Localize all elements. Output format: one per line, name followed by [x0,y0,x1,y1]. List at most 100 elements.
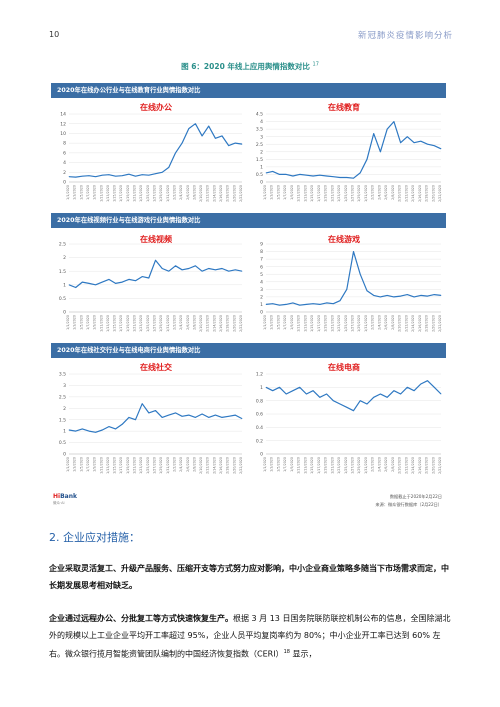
data-point [339,177,341,178]
chart-panel: 0 2 4 6 8 10 12 14 1/1/2020 1/3/2020 1/5/2020 1/7/2… [53,100,246,210]
x-tick-label: 1/3/2020 [73,315,77,330]
x-tick-label: 1/17/2020 [317,457,321,474]
data-point [148,277,150,279]
x-tick-label: 1/27/2020 [351,185,355,202]
data-point [312,303,314,305]
data-point [393,390,395,392]
x-tick-label: 2/14/2020 [212,315,216,332]
data-point [306,393,307,395]
x-tick-label: 2/2/2020 [371,315,375,330]
x-tick-label: 1/7/2020 [283,185,287,200]
section-heading: 2. 企业应对措施： [49,531,140,544]
x-tick-label: 1/25/2020 [344,185,348,202]
data-point [265,386,267,388]
x-tick-label: 1/13/2020 [106,315,110,332]
x-tick-label: 1/29/2020 [159,315,163,332]
y-tick-label: 3 [63,383,66,389]
data-point [339,300,341,302]
data-point [88,430,90,432]
chart-label-ecommerce: 在线电商 [328,363,360,372]
x-tick-label: 2/8/2020 [391,185,395,200]
x-tick-label: 2/12/2020 [206,457,210,474]
x-tick-label: 2/22/2020 [438,457,442,474]
x-tick-label: 1/3/2020 [73,457,77,472]
x-tick-label: 2/12/2020 [404,457,408,474]
y-tick-label: 1 [63,429,66,435]
x-tick-label: 1/7/2020 [283,457,287,472]
paragraph-2-lead: 企业通过远程办公、分批复工等方式快速恢复生产。 [49,614,233,623]
x-tick-label: 2/2/2020 [172,185,176,200]
data-point [279,174,280,175]
logo-part-b: Bank [60,493,77,500]
x-tick-label: 1/21/2020 [330,315,334,332]
x-tick-label: 2/18/2020 [425,185,429,202]
x-tick-label: 2/20/2020 [431,457,435,474]
data-point [386,295,388,296]
x-tick-label: 1/3/2020 [73,185,77,200]
x-tick-label: 1/23/2020 [337,315,341,332]
data-point [221,135,223,137]
x-tick-label: 1/9/2020 [93,185,97,200]
data-point [326,393,327,395]
x-tick-label: 1/9/2020 [93,315,97,330]
chart-panel: 0 0.5 1 1.5 2 2.5 1/1/2020 1/3/2020 1/5/2020 1/7/… [53,230,246,340]
data-point [181,142,183,144]
data-point [148,412,150,414]
data-point [272,171,274,172]
x-tick-label: 2/8/2020 [391,315,395,330]
x-tick-label: 1/13/2020 [106,457,110,474]
data-point [135,280,136,282]
x-tick-label: 2/20/2020 [232,315,236,332]
page-number: 10 [49,30,60,39]
logo-subtitle: 微众·AI [53,501,65,505]
x-tick-label: 2/10/2020 [199,185,203,202]
data-point [75,287,77,288]
logo-part-a: Hi [53,493,61,500]
y-tick-label: 3.5 [256,127,263,133]
data-point [135,175,136,177]
x-tick-label: 2/10/2020 [199,457,203,474]
data-point [128,173,130,175]
data-point [228,270,230,272]
data-point [265,172,267,174]
data-point [228,415,230,417]
line-chart: 0 0.5 1 1.5 2 2.5 3 3.5 1/1/2020 1/3/2020 1/5/2020… [59,372,243,474]
line-chart: 0 0.2 0.4 0.6 0.8 1 1.2 1/1/2020 1/3/2020 1/5/202… [256,372,442,474]
y-tick-label: 1 [260,385,263,391]
data-point [155,173,156,175]
data-point [188,128,190,129]
data-point [312,175,314,177]
x-tick-label: 1/13/2020 [303,457,307,474]
data-point [175,152,176,154]
x-tick-label: 1/27/2020 [153,185,157,202]
series-line [68,259,243,289]
x-tick-label: 2/6/2020 [384,185,388,200]
x-tick-label: 1/19/2020 [126,185,130,202]
x-tick-label: 1/15/2020 [310,185,314,202]
data-point [195,417,196,418]
data-point [353,251,354,252]
y-tick-label: 2.5 [59,242,66,248]
y-tick-label: 3 [260,287,263,293]
data-point [81,281,83,283]
data-point [95,284,96,286]
x-tick-label: 1/5/2020 [276,457,280,472]
data-point [346,406,348,408]
x-tick-label: 1/29/2020 [357,457,361,474]
x-tick-label: 1/3/2020 [270,185,274,200]
data-point [168,414,170,416]
x-tick-label: 2/22/2020 [239,457,243,474]
x-tick-label: 2/4/2020 [179,315,183,330]
y-tick-label: 0 [260,180,263,186]
x-tick-label: 1/31/2020 [166,315,170,332]
y-tick-label: 14 [60,112,66,118]
paragraph-2-footnote-ref: 18 [283,649,290,655]
y-tick-label: 8 [63,141,66,147]
hibank-logo: HiBank [53,493,77,500]
data-point [353,177,354,179]
data-point [440,295,442,296]
data-point [221,417,223,418]
y-tick-label: 0.5 [256,172,263,178]
x-tick-label: 1/27/2020 [153,457,157,474]
data-point [359,172,361,174]
